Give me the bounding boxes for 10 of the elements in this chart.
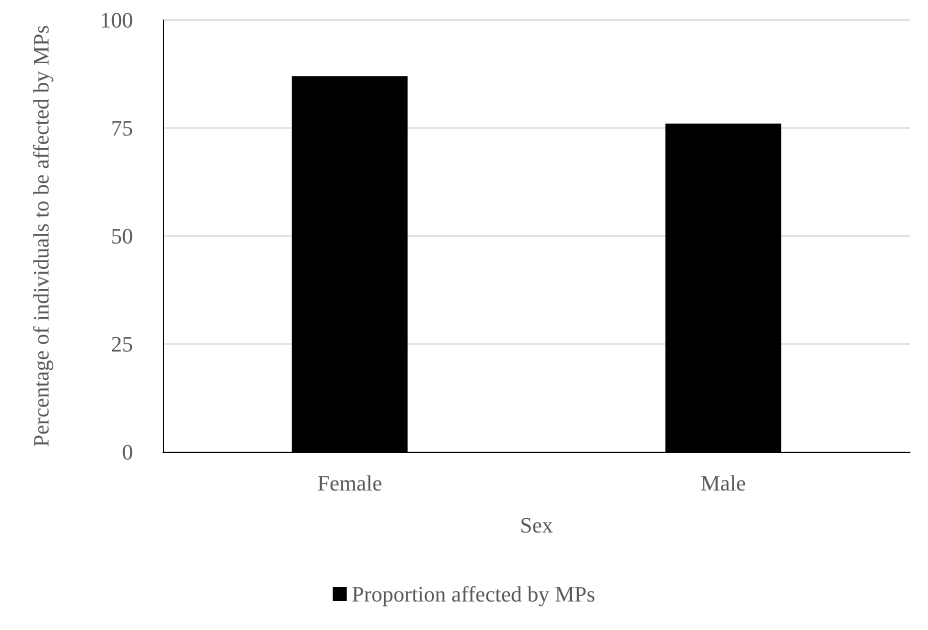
legend-label: Proportion affected by MPs	[352, 582, 596, 606]
y-tick-label: 0	[122, 440, 133, 464]
x-tick-label: Male	[700, 470, 746, 496]
y-axis-title: Percentage of individuals to be affected by MPs	[28, 25, 54, 447]
y-tick-label: 100	[100, 8, 133, 32]
y-tick-label: 75	[111, 116, 133, 140]
x-tick-label: Female	[317, 470, 382, 496]
x-axis-title: Sex	[520, 512, 553, 538]
y-tick-label: 25	[111, 332, 133, 356]
y-tick-label: 50	[111, 224, 133, 248]
